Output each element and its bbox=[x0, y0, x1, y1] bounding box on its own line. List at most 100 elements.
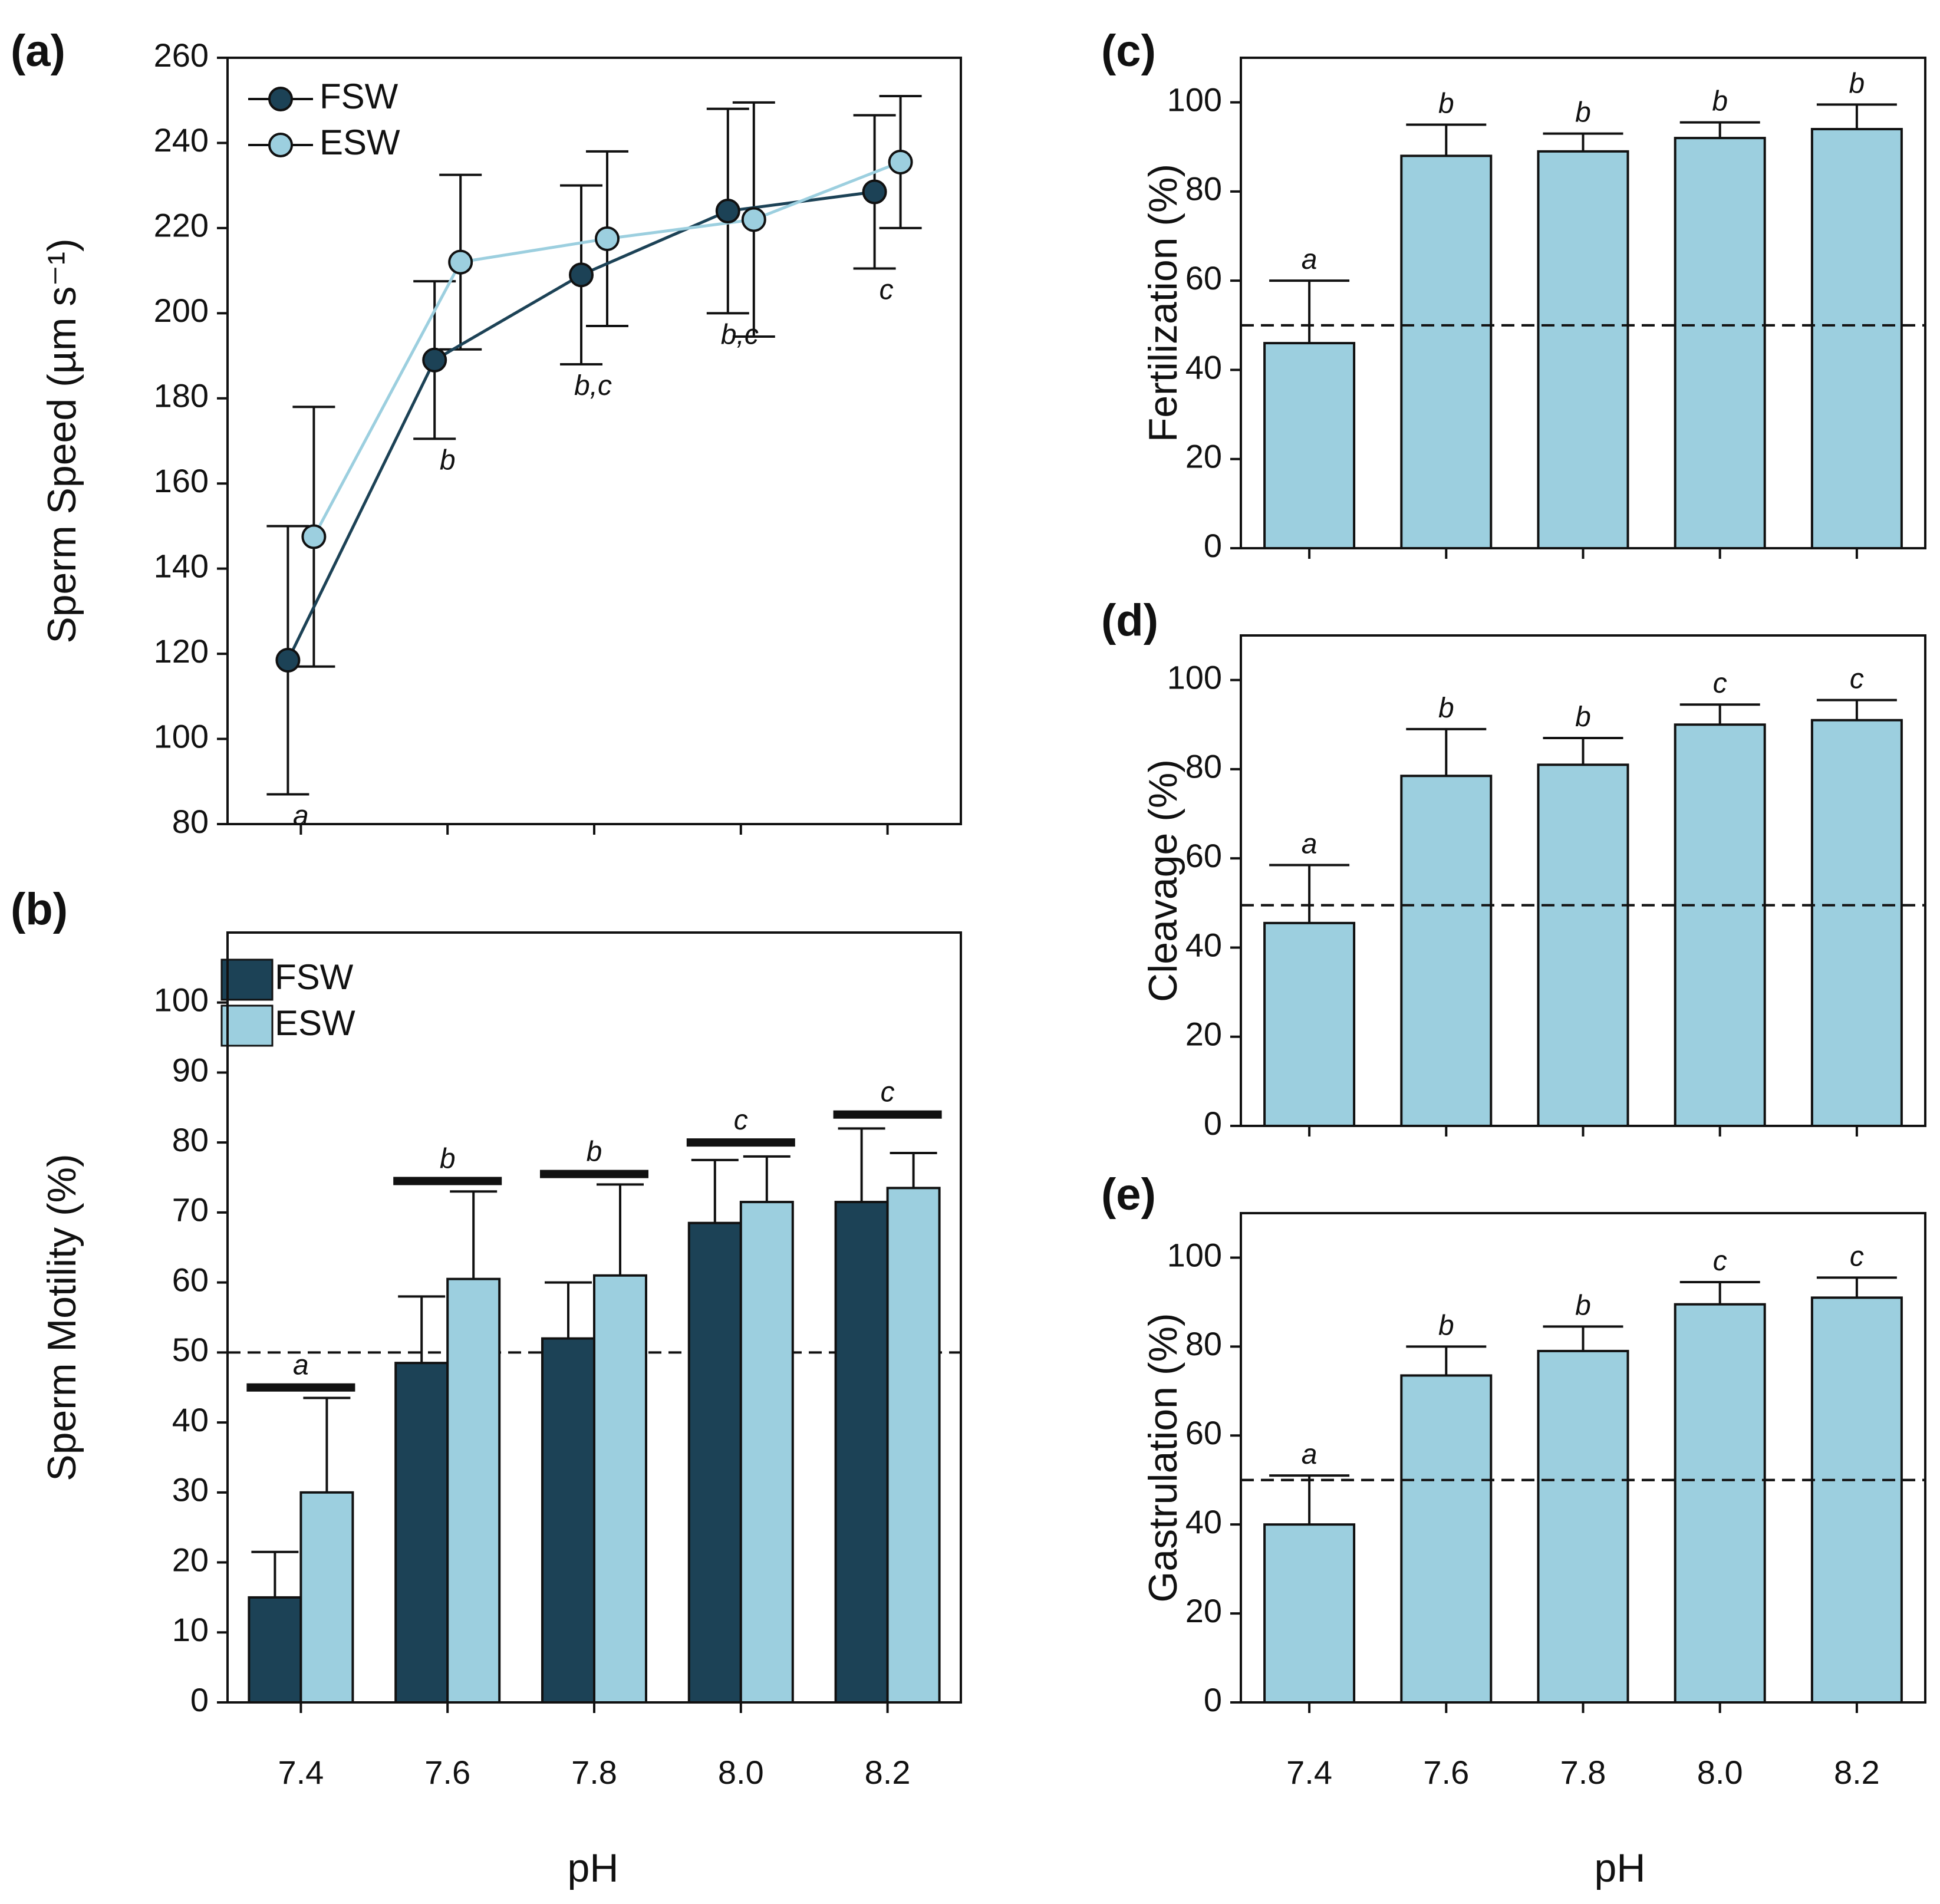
y-tick-label: 120 bbox=[154, 633, 209, 670]
x-tick-label: 7.6 bbox=[424, 1754, 470, 1791]
panel-label-a: (a) bbox=[11, 26, 65, 76]
bar-esw bbox=[886, 1187, 941, 1704]
bar-fsw bbox=[394, 1362, 449, 1704]
chart-panel-b: (b) Sperm Motility (%) 0 10 20 30 40 50 60 70 80 90… bbox=[11, 884, 962, 1791]
y-axis-title-b: Sperm Motility (%) bbox=[39, 1154, 84, 1481]
y-tick-label: 70 bbox=[172, 1191, 209, 1228]
bar-fsw bbox=[687, 1221, 742, 1704]
legend-swatch-fsw bbox=[220, 958, 274, 1001]
panel-label-e: (e) bbox=[1101, 1170, 1156, 1220]
bar bbox=[1263, 342, 1356, 550]
y-tick-label: 100 bbox=[1167, 1236, 1222, 1273]
chart-panel-a: (a) Sperm Speed (µm s⁻¹) 80 100 120 140 160 180… bbox=[11, 26, 962, 840]
data-point-fsw bbox=[569, 262, 594, 288]
y-tick-label: 100 bbox=[154, 717, 209, 755]
data-point-fsw bbox=[715, 199, 740, 223]
significance-letter: c bbox=[880, 275, 894, 306]
bar bbox=[1810, 128, 1903, 549]
significance-letter: b bbox=[1575, 701, 1591, 733]
significance-letter: b bbox=[1575, 97, 1591, 129]
legend-marker-esw bbox=[268, 133, 293, 157]
y-tick-label: 60 bbox=[1185, 259, 1222, 297]
y-tick-label: 80 bbox=[1185, 748, 1222, 785]
y-tick-label: 40 bbox=[1185, 1503, 1222, 1540]
y-tick-label: 80 bbox=[172, 1121, 209, 1158]
y-tick-label: 220 bbox=[154, 207, 209, 244]
y-tick-label: 0 bbox=[1204, 527, 1222, 564]
y-tick-label: 20 bbox=[1185, 1016, 1222, 1053]
significance-letter: b bbox=[1438, 88, 1454, 119]
bar-esw bbox=[593, 1274, 647, 1704]
legend-label-fsw: FSW bbox=[320, 77, 398, 116]
significance-letter: b bbox=[1438, 693, 1454, 724]
y-tick-label: 40 bbox=[1185, 348, 1222, 386]
y-tick-label: 50 bbox=[172, 1331, 209, 1368]
x-tick-label: 8.2 bbox=[865, 1754, 911, 1791]
data-point-fsw bbox=[862, 179, 887, 205]
plot-frame-c bbox=[1240, 57, 1926, 549]
data-point-esw bbox=[301, 524, 327, 549]
bar bbox=[1400, 154, 1493, 549]
bar bbox=[1263, 1523, 1356, 1704]
y-tick-label: 180 bbox=[154, 377, 209, 414]
y-tick-label: 30 bbox=[172, 1471, 209, 1508]
significance-letter: a bbox=[1302, 244, 1318, 275]
bar bbox=[1674, 1303, 1766, 1704]
y-axis-title-a: Sperm Speed (µm s⁻¹) bbox=[39, 238, 84, 643]
y-axis-title-c: Fertilization (%) bbox=[1141, 164, 1185, 442]
plot-frame-e bbox=[1240, 1212, 1926, 1704]
y-tick-label: 20 bbox=[1185, 438, 1222, 475]
bar bbox=[1810, 1296, 1903, 1704]
significance-letter: b,c bbox=[574, 370, 612, 401]
x-tick-label: 8.0 bbox=[718, 1754, 764, 1791]
y-tick-label: 20 bbox=[172, 1541, 209, 1578]
bar bbox=[1674, 723, 1766, 1127]
significance-letter: b bbox=[1712, 86, 1728, 117]
panel-label-b: (b) bbox=[11, 884, 68, 934]
significance-letter: a bbox=[293, 1350, 309, 1381]
bar-fsw bbox=[834, 1201, 889, 1704]
legend-label-fsw: FSW bbox=[275, 957, 354, 997]
y-tick-label: 260 bbox=[154, 37, 209, 74]
legend-label-esw: ESW bbox=[275, 1003, 355, 1043]
bar bbox=[1537, 150, 1629, 549]
y-tick-label: 200 bbox=[154, 292, 209, 329]
significance-letter: c bbox=[734, 1105, 748, 1136]
y-tick-label: 60 bbox=[172, 1261, 209, 1298]
significance-letter: c bbox=[1850, 664, 1864, 695]
bar-esw bbox=[299, 1491, 354, 1704]
y-axis-title-d: Cleavage (%) bbox=[1141, 759, 1185, 1002]
x-tick-label: 8.2 bbox=[1834, 1754, 1880, 1791]
bar bbox=[1537, 763, 1629, 1127]
y-tick-label: 100 bbox=[1167, 658, 1222, 696]
significance-letter: b bbox=[1438, 1310, 1454, 1341]
y-tick-label: 60 bbox=[1185, 837, 1222, 874]
bar bbox=[1537, 1349, 1629, 1704]
y-tick-label: 0 bbox=[190, 1681, 209, 1718]
x-tick-label: 7.4 bbox=[278, 1754, 324, 1791]
x-tick-label: 7.4 bbox=[1286, 1754, 1332, 1791]
bar-fsw bbox=[541, 1337, 595, 1704]
data-point-esw bbox=[888, 149, 913, 174]
y-tick-label: 100 bbox=[154, 981, 209, 1019]
significance-letter: b bbox=[1849, 68, 1865, 99]
bar-esw bbox=[739, 1201, 794, 1704]
y-tick-label: 80 bbox=[1185, 170, 1222, 207]
plot-frame-d bbox=[1240, 634, 1926, 1127]
significance-letter: c bbox=[1713, 1246, 1727, 1277]
plot-frame-a bbox=[226, 57, 962, 825]
data-point-fsw bbox=[275, 647, 301, 673]
x-tick-label: 7.8 bbox=[1560, 1754, 1606, 1791]
significance-letter: c bbox=[1713, 668, 1727, 699]
x-axis-title-left: pH bbox=[568, 1846, 619, 1890]
legend-label-esw: ESW bbox=[320, 123, 400, 162]
significance-letter: b bbox=[440, 1143, 456, 1174]
chart-panel-d: (d) Cleavage (%) 0 20 40 60 80 100 a b b c c bbox=[1101, 595, 1926, 1142]
chart-panel-c: (c) Fertilization (%) 0 20 40 60 80 100 a b b b b bbox=[1101, 26, 1926, 564]
y-tick-label: 40 bbox=[1185, 926, 1222, 963]
significance-letter: b bbox=[1575, 1290, 1591, 1321]
significance-letter: c bbox=[881, 1077, 895, 1108]
significance-letter: b bbox=[440, 444, 456, 476]
significance-letter: b,c bbox=[721, 319, 759, 350]
